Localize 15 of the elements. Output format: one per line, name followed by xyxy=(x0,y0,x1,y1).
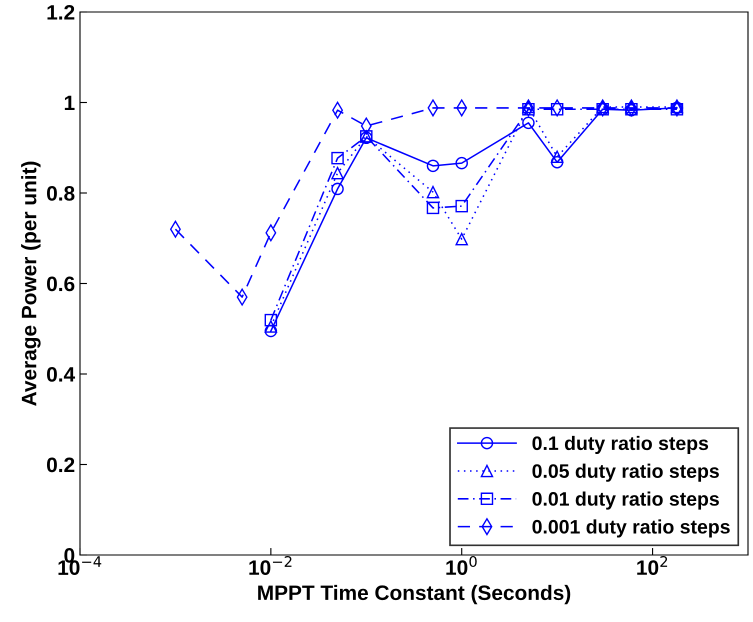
y-tick-label: 1.2 xyxy=(47,5,74,20)
x-tick-label: 10$^{2}$ xyxy=(637,556,668,576)
legend-label: 0.1 duty ratio steps xyxy=(532,436,708,454)
legend-label: 0.05 duty ratio steps xyxy=(532,464,719,482)
y-tick-label: 0.4 xyxy=(47,367,76,382)
x-tick-label: 10$^{−2}$ xyxy=(249,556,292,576)
x-tick-label: 10$^{0}$ xyxy=(446,556,477,576)
y-tick-label: 0.8 xyxy=(47,186,75,201)
legend-label: 0.01 duty ratio steps xyxy=(532,492,719,510)
y-axis-title: Average Power (per unit) xyxy=(21,162,41,406)
legend-label: 0.001 duty ratio steps xyxy=(532,519,730,538)
y-tick-label: 1 xyxy=(64,96,75,110)
x-axis-title: MPPT Time Constant (Seconds) xyxy=(258,584,570,604)
y-tick-label: 0.6 xyxy=(47,276,74,292)
y-tick-label: 0.2 xyxy=(47,458,74,472)
